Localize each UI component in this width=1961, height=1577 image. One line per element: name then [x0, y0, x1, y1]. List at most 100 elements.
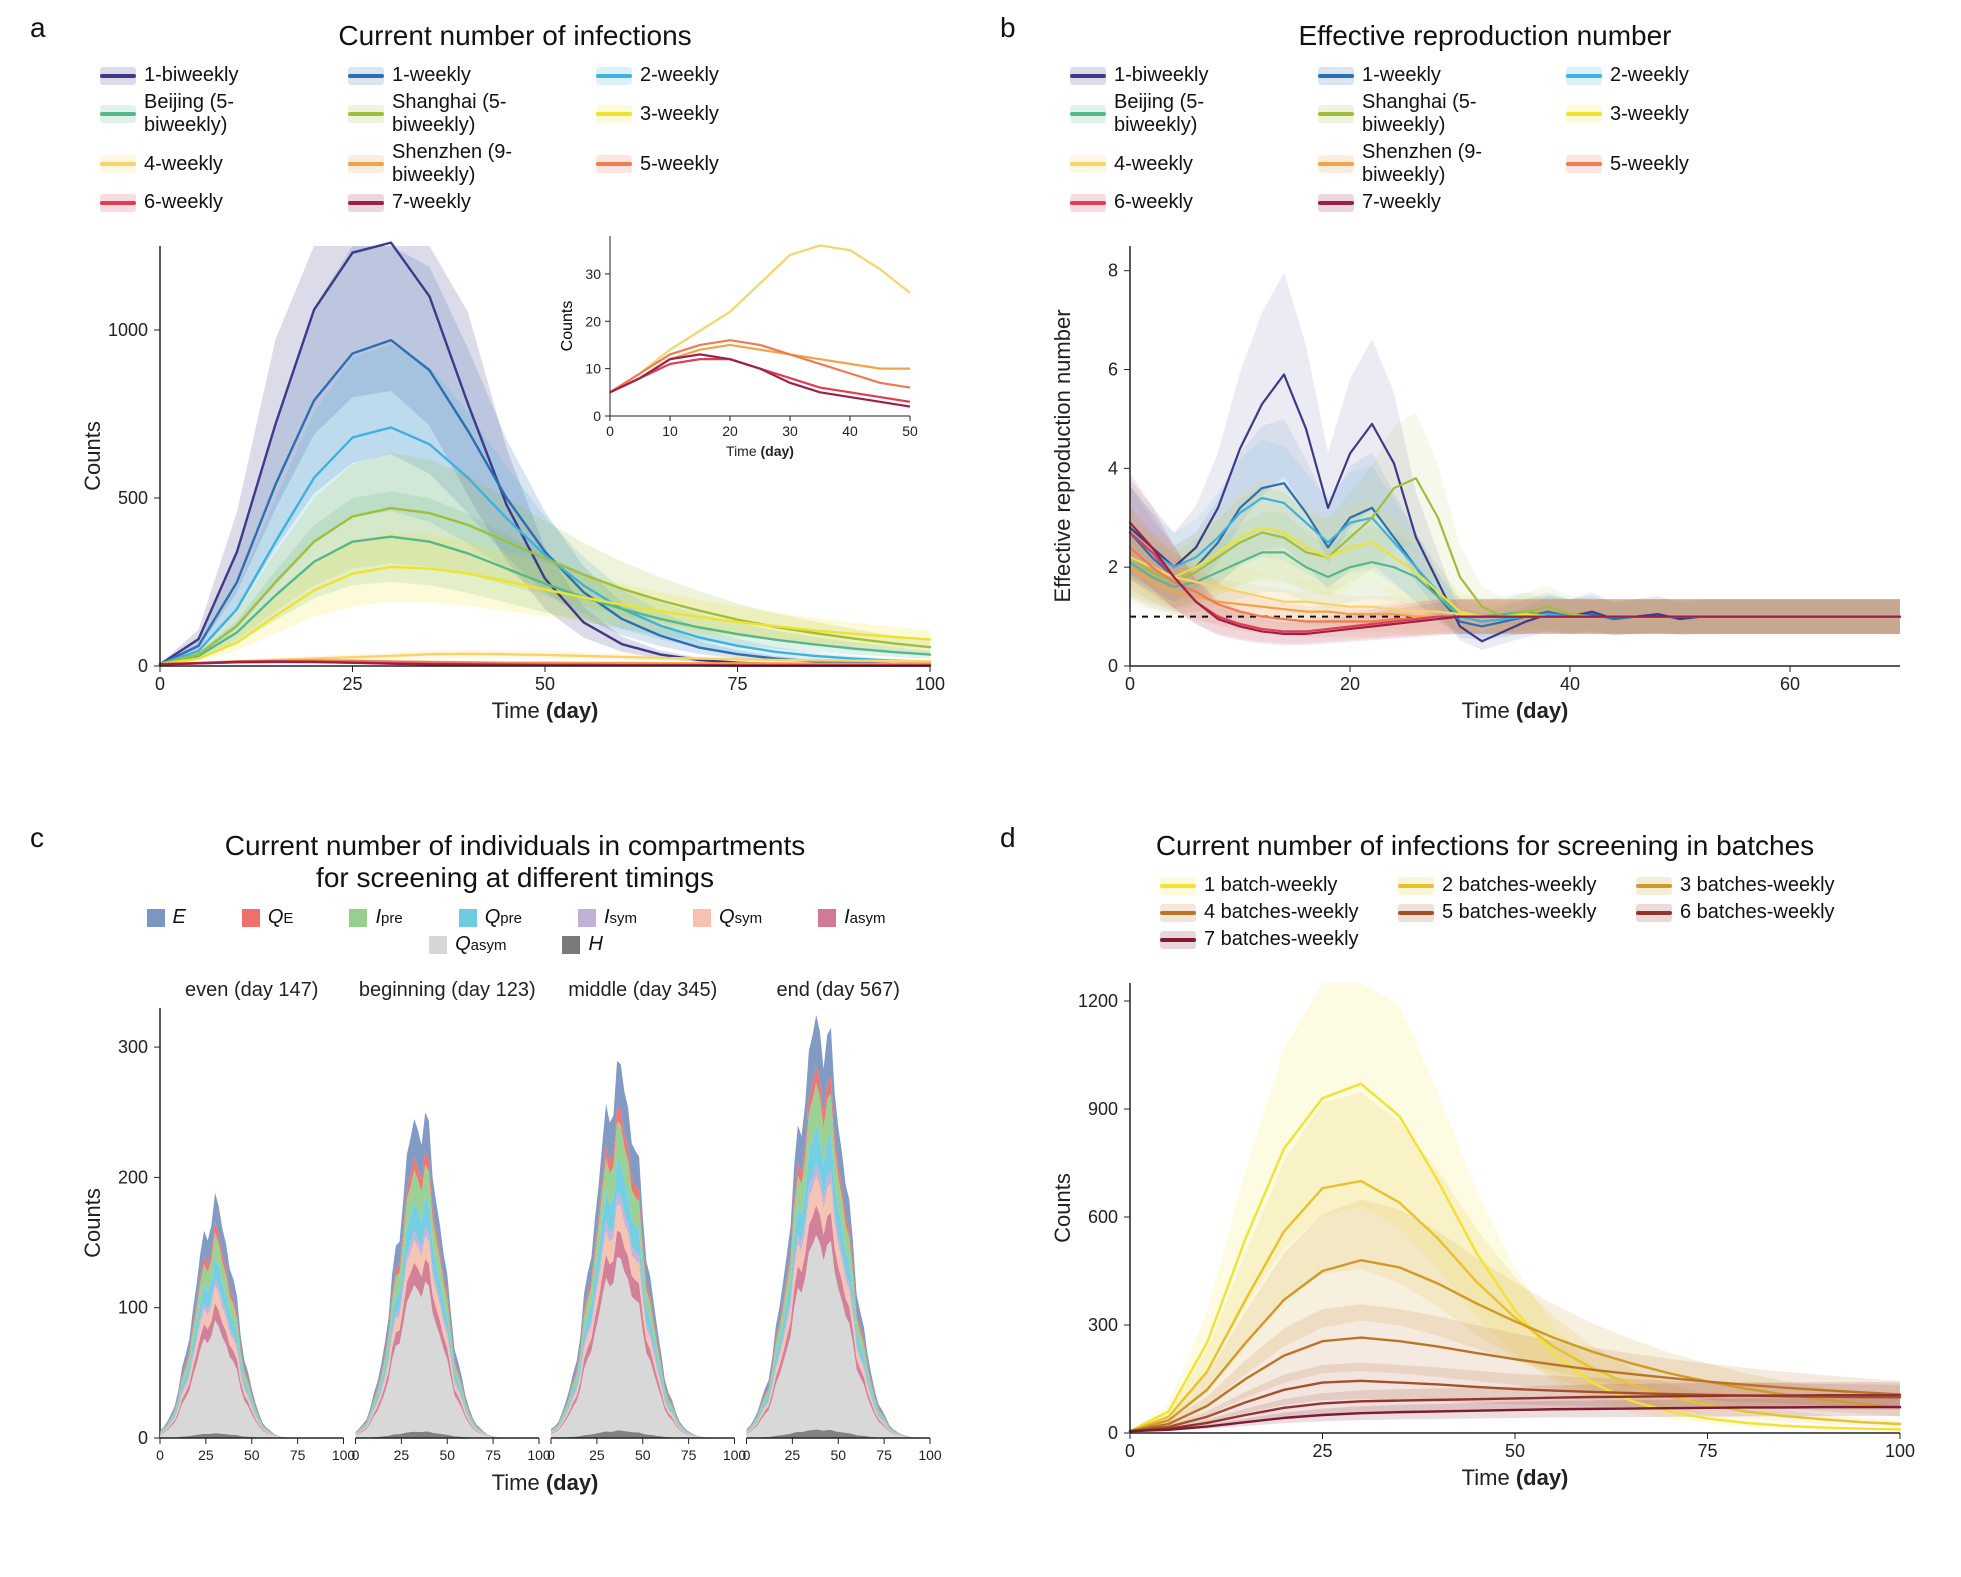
svg-text:2: 2 [1108, 557, 1118, 577]
panel-b: b Effective reproduction number 1-biweek… [1040, 20, 1930, 751]
panel-a-legend: 1-biweekly1-weekly2-weeklyBeijing (5-biw… [70, 58, 960, 226]
legend-label: Shenzhen (9-biweekly) [1362, 141, 1528, 187]
svg-text:25: 25 [589, 1447, 605, 1463]
svg-text:40: 40 [1560, 674, 1580, 694]
legend-item: 7-weekly [348, 191, 558, 214]
legend-label: 4-weekly [144, 153, 223, 176]
legend-item: 1-weekly [1318, 64, 1528, 87]
legend-label: 4-weekly [1114, 153, 1193, 176]
figure-root: a Current number of infections 1-biweekl… [0, 0, 1961, 1577]
svg-text:0: 0 [606, 423, 614, 439]
svg-text:100: 100 [915, 674, 945, 694]
panel-d-label: d [1000, 822, 1016, 854]
svg-text:25: 25 [785, 1447, 801, 1463]
legend-item: Qasym [429, 933, 506, 956]
legend-swatch [1636, 904, 1672, 922]
svg-text:0: 0 [1125, 1441, 1135, 1461]
svg-text:0: 0 [155, 674, 165, 694]
legend-swatch [1318, 105, 1354, 123]
legend-item: Qpre [459, 906, 522, 929]
svg-text:25: 25 [198, 1447, 214, 1463]
legend-item: Shenzhen (9-biweekly) [1318, 141, 1528, 187]
svg-text:Time (day): Time (day) [1462, 698, 1569, 723]
panel-a-label: a [30, 12, 46, 44]
svg-text:10: 10 [585, 361, 601, 377]
legend-item: Beijing (5-biweekly) [1070, 91, 1280, 137]
legend-swatch [562, 936, 580, 954]
legend-label: Shenzhen (9-biweekly) [392, 141, 558, 187]
svg-text:40: 40 [842, 423, 858, 439]
legend-swatch [1398, 877, 1434, 895]
legend-swatch [100, 67, 136, 85]
svg-text:Counts: Counts [80, 421, 105, 491]
legend-item: 4-weekly [1070, 141, 1280, 187]
legend-swatch [1070, 155, 1106, 173]
svg-text:75: 75 [681, 1447, 697, 1463]
legend-swatch [1566, 105, 1602, 123]
legend-swatch [459, 909, 477, 927]
legend-item: Shanghai (5-biweekly) [1318, 91, 1528, 137]
legend-item: Shenzhen (9-biweekly) [348, 141, 558, 187]
legend-label: 1 batch-weekly [1204, 874, 1337, 897]
svg-text:Counts: Counts [1050, 1173, 1075, 1243]
svg-text:100: 100 [118, 1298, 148, 1318]
legend-item: 3 batches-weekly [1636, 874, 1836, 897]
legend-item: 6 batches-weekly [1636, 901, 1836, 924]
svg-text:200: 200 [118, 1167, 148, 1187]
panel-c-legend: EQEIpreQpreIsymQsymIasymQasymH [70, 900, 960, 968]
svg-text:0: 0 [1108, 1423, 1118, 1443]
legend-item: 5 batches-weekly [1398, 901, 1598, 924]
legend-swatch [1318, 155, 1354, 173]
legend-swatch [1566, 67, 1602, 85]
legend-label: 1-weekly [392, 64, 471, 87]
legend-label: 5 batches-weekly [1442, 901, 1597, 924]
legend-item: 1-biweekly [1070, 64, 1280, 87]
legend-label: 5-weekly [1610, 153, 1689, 176]
svg-text:20: 20 [722, 423, 738, 439]
svg-text:75: 75 [876, 1447, 892, 1463]
svg-text:0: 0 [138, 656, 148, 676]
svg-text:Time (day): Time (day) [1462, 1465, 1569, 1490]
legend-item: 3-weekly [596, 91, 806, 137]
legend-label: Qpre [485, 906, 522, 929]
legend-item: 1-biweekly [100, 64, 310, 87]
legend-item: H [562, 933, 602, 956]
svg-text:0: 0 [743, 1447, 751, 1463]
legend-item: 2 batches-weekly [1398, 874, 1598, 897]
legend-item: E [147, 906, 186, 929]
panel-b-label: b [1000, 12, 1016, 44]
svg-text:75: 75 [485, 1447, 501, 1463]
legend-item: 5-weekly [596, 141, 806, 187]
legend-label: 2 batches-weekly [1442, 874, 1597, 897]
svg-text:Time (day): Time (day) [726, 443, 794, 459]
legend-item: 4 batches-weekly [1160, 901, 1360, 924]
legend-swatch [1160, 931, 1196, 949]
panel-a-chart: 025507510005001000Time (day)Counts010203… [70, 226, 960, 746]
legend-swatch [348, 67, 384, 85]
legend-swatch [1070, 194, 1106, 212]
legend-label: 2-weekly [1610, 64, 1689, 87]
svg-text:Counts: Counts [80, 1188, 105, 1258]
svg-text:75: 75 [290, 1447, 306, 1463]
svg-text:25: 25 [342, 674, 362, 694]
svg-text:0: 0 [1125, 674, 1135, 694]
legend-label: 6-weekly [144, 191, 223, 214]
svg-text:0: 0 [1108, 656, 1118, 676]
legend-item: 7 batches-weekly [1160, 928, 1360, 951]
legend-swatch [348, 194, 384, 212]
panel-d-title: Current number of infections for screeni… [1040, 830, 1930, 862]
legend-item: 3-weekly [1566, 91, 1776, 137]
svg-text:Counts: Counts [559, 301, 576, 352]
legend-label: 3-weekly [640, 103, 719, 126]
svg-text:20: 20 [1340, 674, 1360, 694]
legend-item: Isym [578, 906, 637, 929]
svg-text:50: 50 [1505, 1441, 1525, 1461]
legend-label: Qasym [455, 933, 506, 956]
svg-text:300: 300 [1088, 1315, 1118, 1335]
legend-swatch [242, 909, 260, 927]
legend-item: 6-weekly [100, 191, 310, 214]
legend-item: 2-weekly [1566, 64, 1776, 87]
legend-swatch [429, 936, 447, 954]
svg-text:1000: 1000 [108, 320, 148, 340]
legend-item: 1-weekly [348, 64, 558, 87]
